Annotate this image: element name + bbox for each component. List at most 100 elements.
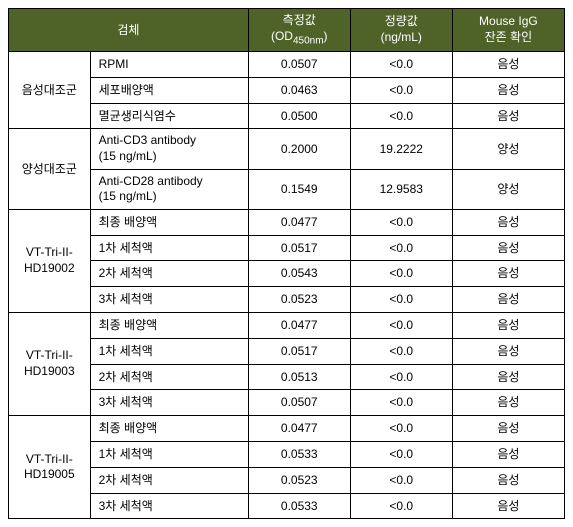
sample-name: 1차 세척액: [90, 235, 248, 261]
quant-value: <0.0: [350, 51, 452, 77]
od-value: 0.0507: [248, 390, 350, 416]
group-name: 양성대조군: [9, 129, 91, 209]
header-od-line2a: (OD: [271, 29, 293, 43]
sample-name: Anti-CD28 antibody (15 ng/mL): [90, 169, 248, 209]
header-od-sub: 450nm: [293, 35, 324, 46]
result-value: 음성: [452, 390, 564, 416]
quant-value: <0.0: [350, 416, 452, 442]
od-value: 0.2000: [248, 129, 350, 169]
sample-name: 2차 세척액: [90, 261, 248, 287]
result-value: 음성: [452, 338, 564, 364]
sample-name-line1: Anti-CD3 antibody: [99, 133, 196, 147]
sample-name: 2차 세척액: [90, 467, 248, 493]
od-value: 0.0507: [248, 51, 350, 77]
sample-name: 3차 세척액: [90, 493, 248, 519]
sample-name-line2: (15 ng/mL): [99, 189, 157, 203]
od-value: 0.0533: [248, 441, 350, 467]
table-row: 2차 세척액 0.0523 <0.0 음성: [9, 467, 565, 493]
sample-name: 3차 세척액: [90, 390, 248, 416]
od-value: 0.0477: [248, 416, 350, 442]
sample-name: 세포배양액: [90, 77, 248, 103]
table-row: 2차 세척액 0.0513 <0.0 음성: [9, 364, 565, 390]
quant-value: <0.0: [350, 493, 452, 519]
result-value: 음성: [452, 103, 564, 129]
sample-name: 1차 세척액: [90, 338, 248, 364]
quant-value: 12.9583: [350, 169, 452, 209]
result-value: 음성: [452, 364, 564, 390]
header-od-line1: 측정값: [283, 13, 316, 27]
quant-value: <0.0: [350, 103, 452, 129]
od-value: 0.1549: [248, 169, 350, 209]
sample-name: Anti-CD3 antibody (15 ng/mL): [90, 129, 248, 169]
table-row: 1차 세척액 0.0533 <0.0 음성: [9, 441, 565, 467]
quant-value: <0.0: [350, 77, 452, 103]
table-row: VT-Tri-II- HD19003 최종 배양액 0.0477 <0.0 음성: [9, 312, 565, 338]
table-row: 1차 세척액 0.0517 <0.0 음성: [9, 235, 565, 261]
group-name: VT-Tri-II- HD19003: [9, 312, 91, 415]
result-value: 음성: [452, 493, 564, 519]
group-name-line1: VT-Tri-II-: [26, 245, 73, 259]
quant-value: <0.0: [350, 467, 452, 493]
result-value: 음성: [452, 209, 564, 235]
table-row: 3차 세척액 0.0507 <0.0 음성: [9, 390, 565, 416]
quant-value: 19.2222: [350, 129, 452, 169]
group-name-line2: HD19005: [24, 467, 75, 481]
od-value: 0.0517: [248, 235, 350, 261]
table-row: 3차 세척액 0.0533 <0.0 음성: [9, 493, 565, 519]
group-name: VT-Tri-II- HD19002: [9, 209, 91, 312]
quant-value: <0.0: [350, 235, 452, 261]
od-value: 0.0523: [248, 287, 350, 313]
sample-name: RPMI: [90, 51, 248, 77]
od-value: 0.0517: [248, 338, 350, 364]
table-row: 양성대조군 Anti-CD3 antibody (15 ng/mL) 0.200…: [9, 129, 565, 169]
result-value: 음성: [452, 467, 564, 493]
header-quant: 정량값 (ng/mL): [350, 9, 452, 52]
sample-name: 최종 배양액: [90, 312, 248, 338]
result-value: 음성: [452, 235, 564, 261]
sample-name: 3차 세척액: [90, 287, 248, 313]
od-value: 0.0523: [248, 467, 350, 493]
sample-name: 2차 세척액: [90, 364, 248, 390]
result-value: 양성: [452, 169, 564, 209]
group-name: 음성대조군: [9, 51, 91, 128]
result-value: 음성: [452, 312, 564, 338]
result-value: 음성: [452, 51, 564, 77]
table-row: VT-Tri-II- HD19002 최종 배양액 0.0477 <0.0 음성: [9, 209, 565, 235]
table-row: 멸균생리식염수 0.0500 <0.0 음성: [9, 103, 565, 129]
group-name-line1: VT-Tri-II-: [26, 452, 73, 466]
od-value: 0.0513: [248, 364, 350, 390]
header-quant-line1: 정량값: [385, 14, 418, 28]
group-name: VT-Tri-II- HD19005: [9, 416, 91, 519]
header-row: 검체 측정값 (OD450nm) 정량값 (ng/mL) Mouse IgG 잔…: [9, 9, 565, 52]
table-row: 3차 세척액 0.0523 <0.0 음성: [9, 287, 565, 313]
quant-value: <0.0: [350, 364, 452, 390]
table-row: Anti-CD28 antibody (15 ng/mL) 0.1549 12.…: [9, 169, 565, 209]
header-od-line2b: ): [324, 29, 328, 43]
quant-value: <0.0: [350, 390, 452, 416]
header-sample: 검체: [9, 9, 249, 52]
quant-value: <0.0: [350, 338, 452, 364]
group-name-line2: HD19003: [24, 364, 75, 378]
sample-name-line1: Anti-CD28 antibody: [99, 174, 203, 188]
header-od: 측정값 (OD450nm): [248, 9, 350, 52]
result-value: 음성: [452, 287, 564, 313]
header-result-line1: Mouse IgG: [479, 14, 538, 28]
quant-value: <0.0: [350, 441, 452, 467]
sample-name-line2: (15 ng/mL): [99, 149, 157, 163]
table-row: 2차 세척액 0.0543 <0.0 음성: [9, 261, 565, 287]
od-value: 0.0543: [248, 261, 350, 287]
result-value: 음성: [452, 441, 564, 467]
table-body: 음성대조군 RPMI 0.0507 <0.0 음성 세포배양액 0.0463 <…: [9, 51, 565, 518]
result-value: 음성: [452, 416, 564, 442]
od-value: 0.0477: [248, 209, 350, 235]
od-value: 0.0500: [248, 103, 350, 129]
od-value: 0.0533: [248, 493, 350, 519]
result-value: 음성: [452, 77, 564, 103]
result-value: 음성: [452, 261, 564, 287]
table-row: 1차 세척액 0.0517 <0.0 음성: [9, 338, 565, 364]
table-row: VT-Tri-II- HD19005 최종 배양액 0.0477 <0.0 음성: [9, 416, 565, 442]
sample-name: 최종 배양액: [90, 209, 248, 235]
od-value: 0.0463: [248, 77, 350, 103]
od-value: 0.0477: [248, 312, 350, 338]
sample-name: 멸균생리식염수: [90, 103, 248, 129]
